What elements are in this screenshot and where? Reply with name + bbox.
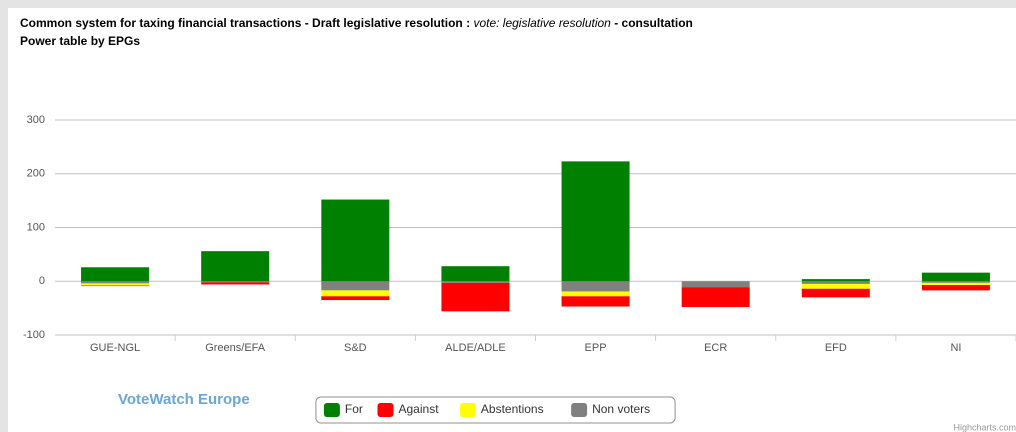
- bar: [921, 282, 990, 286]
- credits: Highcharts.com: [953, 422, 1016, 432]
- bar: [921, 285, 990, 291]
- legend-swatch: [459, 403, 476, 417]
- x-tick-label: ALDE/ADLE: [445, 342, 506, 354]
- bar: [321, 281, 390, 291]
- bar: [801, 281, 870, 284]
- bar: [681, 281, 750, 288]
- legend-swatch: [571, 403, 588, 417]
- bar: [561, 296, 630, 307]
- bar: [441, 266, 510, 282]
- legend-label: Non voters: [592, 402, 650, 416]
- bar: [561, 291, 630, 297]
- x-tick-label: EPP: [585, 342, 607, 354]
- title-main: Common system for taxing financial trans…: [20, 16, 471, 30]
- bar: [201, 281, 270, 283]
- x-tick-label: EFD: [825, 342, 847, 354]
- bar: [801, 279, 870, 282]
- bar: [81, 285, 150, 287]
- x-tick-label: ECR: [704, 342, 727, 354]
- bar: [561, 161, 630, 282]
- y-tick-label: 300: [27, 114, 45, 126]
- panel: Common system for taxing financial trans…: [8, 8, 1016, 432]
- legend-label: For: [345, 402, 363, 416]
- title-end: - consultation: [614, 16, 693, 30]
- x-tick-label: Greens/EFA: [205, 342, 266, 354]
- bar: [321, 290, 390, 297]
- subtitle: Power table by EPGs: [20, 34, 141, 48]
- y-tick-label: 0: [39, 275, 45, 287]
- bar: [561, 281, 630, 292]
- bar: [681, 287, 750, 308]
- bar: [201, 251, 270, 282]
- bar: [321, 199, 390, 282]
- title-italic: vote: legislative resolution: [473, 16, 611, 30]
- title: Common system for taxing financial trans…: [20, 16, 693, 30]
- bar: [921, 272, 990, 282]
- legend-label: Against: [399, 402, 440, 416]
- bar: [801, 283, 870, 289]
- bar: [81, 267, 150, 282]
- bar: [81, 281, 150, 284]
- y-tick-label: 100: [27, 221, 45, 233]
- x-tick-label: NI: [950, 342, 961, 354]
- bar: [81, 283, 150, 286]
- x-tick-label: S&D: [344, 342, 367, 354]
- bar: [921, 281, 990, 283]
- y-tick-label: 200: [27, 168, 45, 180]
- legend-swatch: [323, 403, 340, 417]
- bar: [441, 281, 510, 283]
- bar: [441, 282, 510, 312]
- legend-swatch: [377, 403, 394, 417]
- bar: [801, 288, 870, 298]
- legend-label: Abstentions: [481, 402, 544, 416]
- bar: [321, 296, 390, 301]
- bar: [201, 282, 270, 285]
- logo: VoteWatch Europe: [118, 391, 250, 408]
- y-tick-label: -100: [23, 329, 45, 341]
- chart: VoteWatch Europe Highcharts.com -100 0 100…: [23, 114, 1016, 432]
- x-tick-label: GUE-NGL: [90, 342, 140, 354]
